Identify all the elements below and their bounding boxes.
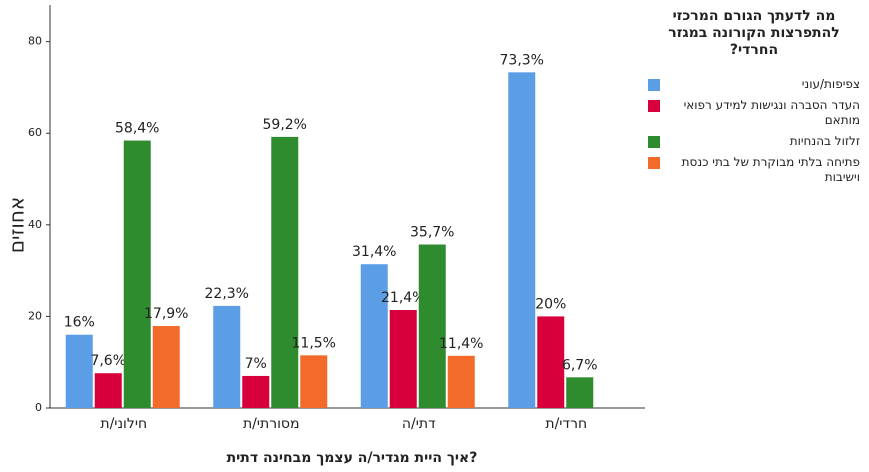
x-tick-label: דתי/ה <box>402 416 436 432</box>
value-label: 22,3% <box>205 286 249 302</box>
bar <box>447 355 475 408</box>
legend: מה לדעתך הגורם המרכזי להתפרצות הקורונה ב… <box>648 8 860 191</box>
value-label: 20% <box>535 296 566 312</box>
y-tick-label: 40 <box>28 218 42 231</box>
legend-label: פתיחה בלתי מבוקרת של בתי כנסת וישיבות <box>681 155 860 184</box>
value-label: 16% <box>64 315 95 331</box>
value-label: 6,7% <box>562 357 598 373</box>
bar <box>537 316 565 408</box>
legend-swatch <box>648 157 660 169</box>
legend-swatch <box>648 100 660 112</box>
value-label: 73,3% <box>500 52 544 68</box>
x-tick-label: חרדי/ת <box>545 416 587 432</box>
legend-swatch <box>648 136 660 148</box>
legend-entry: פתיחה בלתי מבוקרת של בתי כנסת וישיבות <box>648 155 860 185</box>
bar <box>213 305 241 408</box>
y-tick-label: 20 <box>28 309 42 322</box>
legend-entry: צפיפות/עוני <box>648 77 860 92</box>
legend-title: מה לדעתך הגורם המרכזי להתפרצות הקורונה ב… <box>668 8 840 58</box>
legend-swatch <box>648 79 660 91</box>
bar <box>152 326 180 408</box>
value-label: 11,5% <box>292 335 336 351</box>
value-label: 21,4% <box>381 290 425 306</box>
legend-label: העדר הסברה ונגישות למידע רפואי מותאם <box>683 98 860 127</box>
value-label: 7,6% <box>90 353 126 369</box>
legend-label: צפיפות/עוני <box>801 77 860 91</box>
bar <box>271 136 299 408</box>
legend-entry: זלזול בהנחיות <box>648 134 860 149</box>
x-axis-label: איך היית מגדיר/ה עצמך מבחינה דתית? <box>227 450 478 466</box>
x-tick-label: מסורתי/ת <box>243 416 300 432</box>
bar <box>360 264 388 408</box>
bar <box>242 375 270 408</box>
x-tick-label: חילוני/ת <box>100 416 147 432</box>
bar <box>123 140 151 408</box>
legend-entry: העדר הסברה ונגישות למידע רפואי מותאם <box>648 98 860 128</box>
value-label: 59,2% <box>263 117 307 133</box>
bar <box>418 244 446 408</box>
bar <box>508 72 536 408</box>
value-label: 17,9% <box>144 306 188 322</box>
bar <box>300 355 328 408</box>
value-label: 7% <box>245 356 267 372</box>
y-tick-label: 60 <box>28 126 42 139</box>
value-label: 31,4% <box>352 244 396 260</box>
y-axis-label: אחוזים <box>5 197 29 254</box>
y-tick-label: 0 <box>35 401 42 414</box>
value-label: 11,4% <box>439 336 483 352</box>
chart: אחוזים איך היית מגדיר/ה עצמך מבחינה דתית… <box>5 5 645 466</box>
bar <box>389 309 417 408</box>
bar <box>94 373 122 408</box>
legend-label: זלזול בהנחיות <box>789 134 860 148</box>
bar <box>566 377 594 408</box>
y-tick-label: 80 <box>28 35 42 48</box>
value-label: 35,7% <box>410 225 454 241</box>
value-label: 58,4% <box>115 121 159 137</box>
bar <box>65 334 93 408</box>
